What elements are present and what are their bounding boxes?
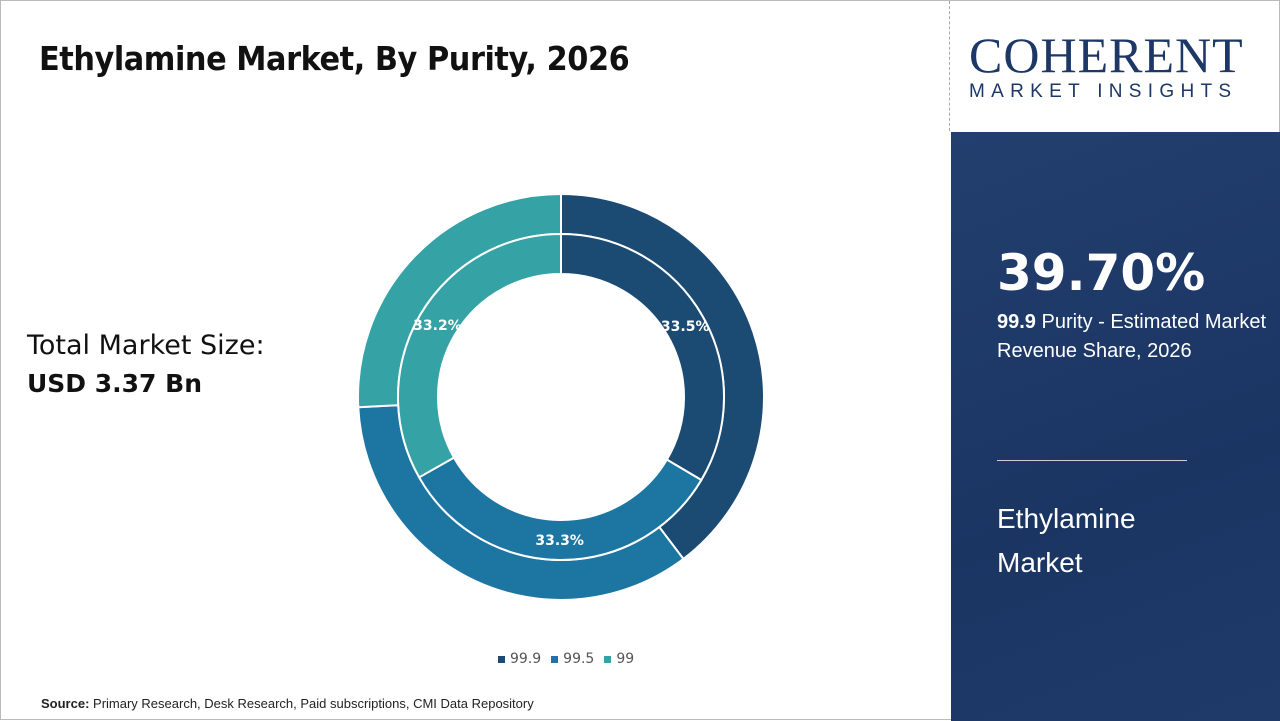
highlight-panel: 39.70% 99.9 Purity - Estimated Market Re… (951, 132, 1280, 721)
data-label: 33.2% (413, 318, 462, 334)
desc-text: Purity - Estimated Market Revenue Share,… (997, 311, 1266, 362)
legend-label: 99.5 (563, 651, 595, 667)
legend-swatch (551, 655, 559, 663)
total-market-size: Total Market Size: USD 3.37 Bn (27, 327, 265, 403)
legend-item: 99 (604, 651, 634, 667)
legend-swatch (604, 655, 612, 663)
desc-bold: 99.9 (997, 311, 1036, 333)
data-label: 33.3% (535, 533, 584, 549)
logo: COHERENT MARKET INSIGHTS (969, 27, 1244, 103)
legend-swatch (498, 655, 505, 663)
source-text: Primary Research, Desk Research, Paid su… (89, 696, 534, 711)
legend: 99.9 99.5 99 (498, 651, 634, 667)
total-label: Total Market Size: (27, 330, 265, 361)
chart-title: Ethylamine Market, By Purity, 2026 (39, 39, 630, 78)
divider (949, 1, 950, 131)
panel-divider (997, 460, 1187, 461)
logo-bottom: MARKET INSIGHTS (969, 81, 1238, 102)
data-label: 33.5% (661, 319, 710, 335)
legend-item: 99.9 (498, 651, 541, 667)
legend-label: 99 (616, 651, 635, 667)
highlight-percent: 39.70% (997, 244, 1206, 302)
legend-item: 99.5 (551, 651, 594, 667)
market-name: Ethylamine Market (997, 503, 1136, 578)
total-value: USD 3.37 Bn (27, 369, 202, 398)
legend-label: 99.9 (510, 651, 542, 667)
inner-slice-99.5 (417, 456, 703, 561)
inner-slice-99 (397, 232, 562, 479)
source-label: Source: (41, 696, 90, 711)
donut-chart: 33.5% 33.3% 33.2% (357, 192, 765, 601)
logo-top: COHERENT (969, 27, 1244, 83)
source-note: Source: Primary Research, Desk Research,… (41, 696, 534, 711)
highlight-description: 99.9 Purity - Estimated Market Revenue S… (997, 308, 1267, 366)
